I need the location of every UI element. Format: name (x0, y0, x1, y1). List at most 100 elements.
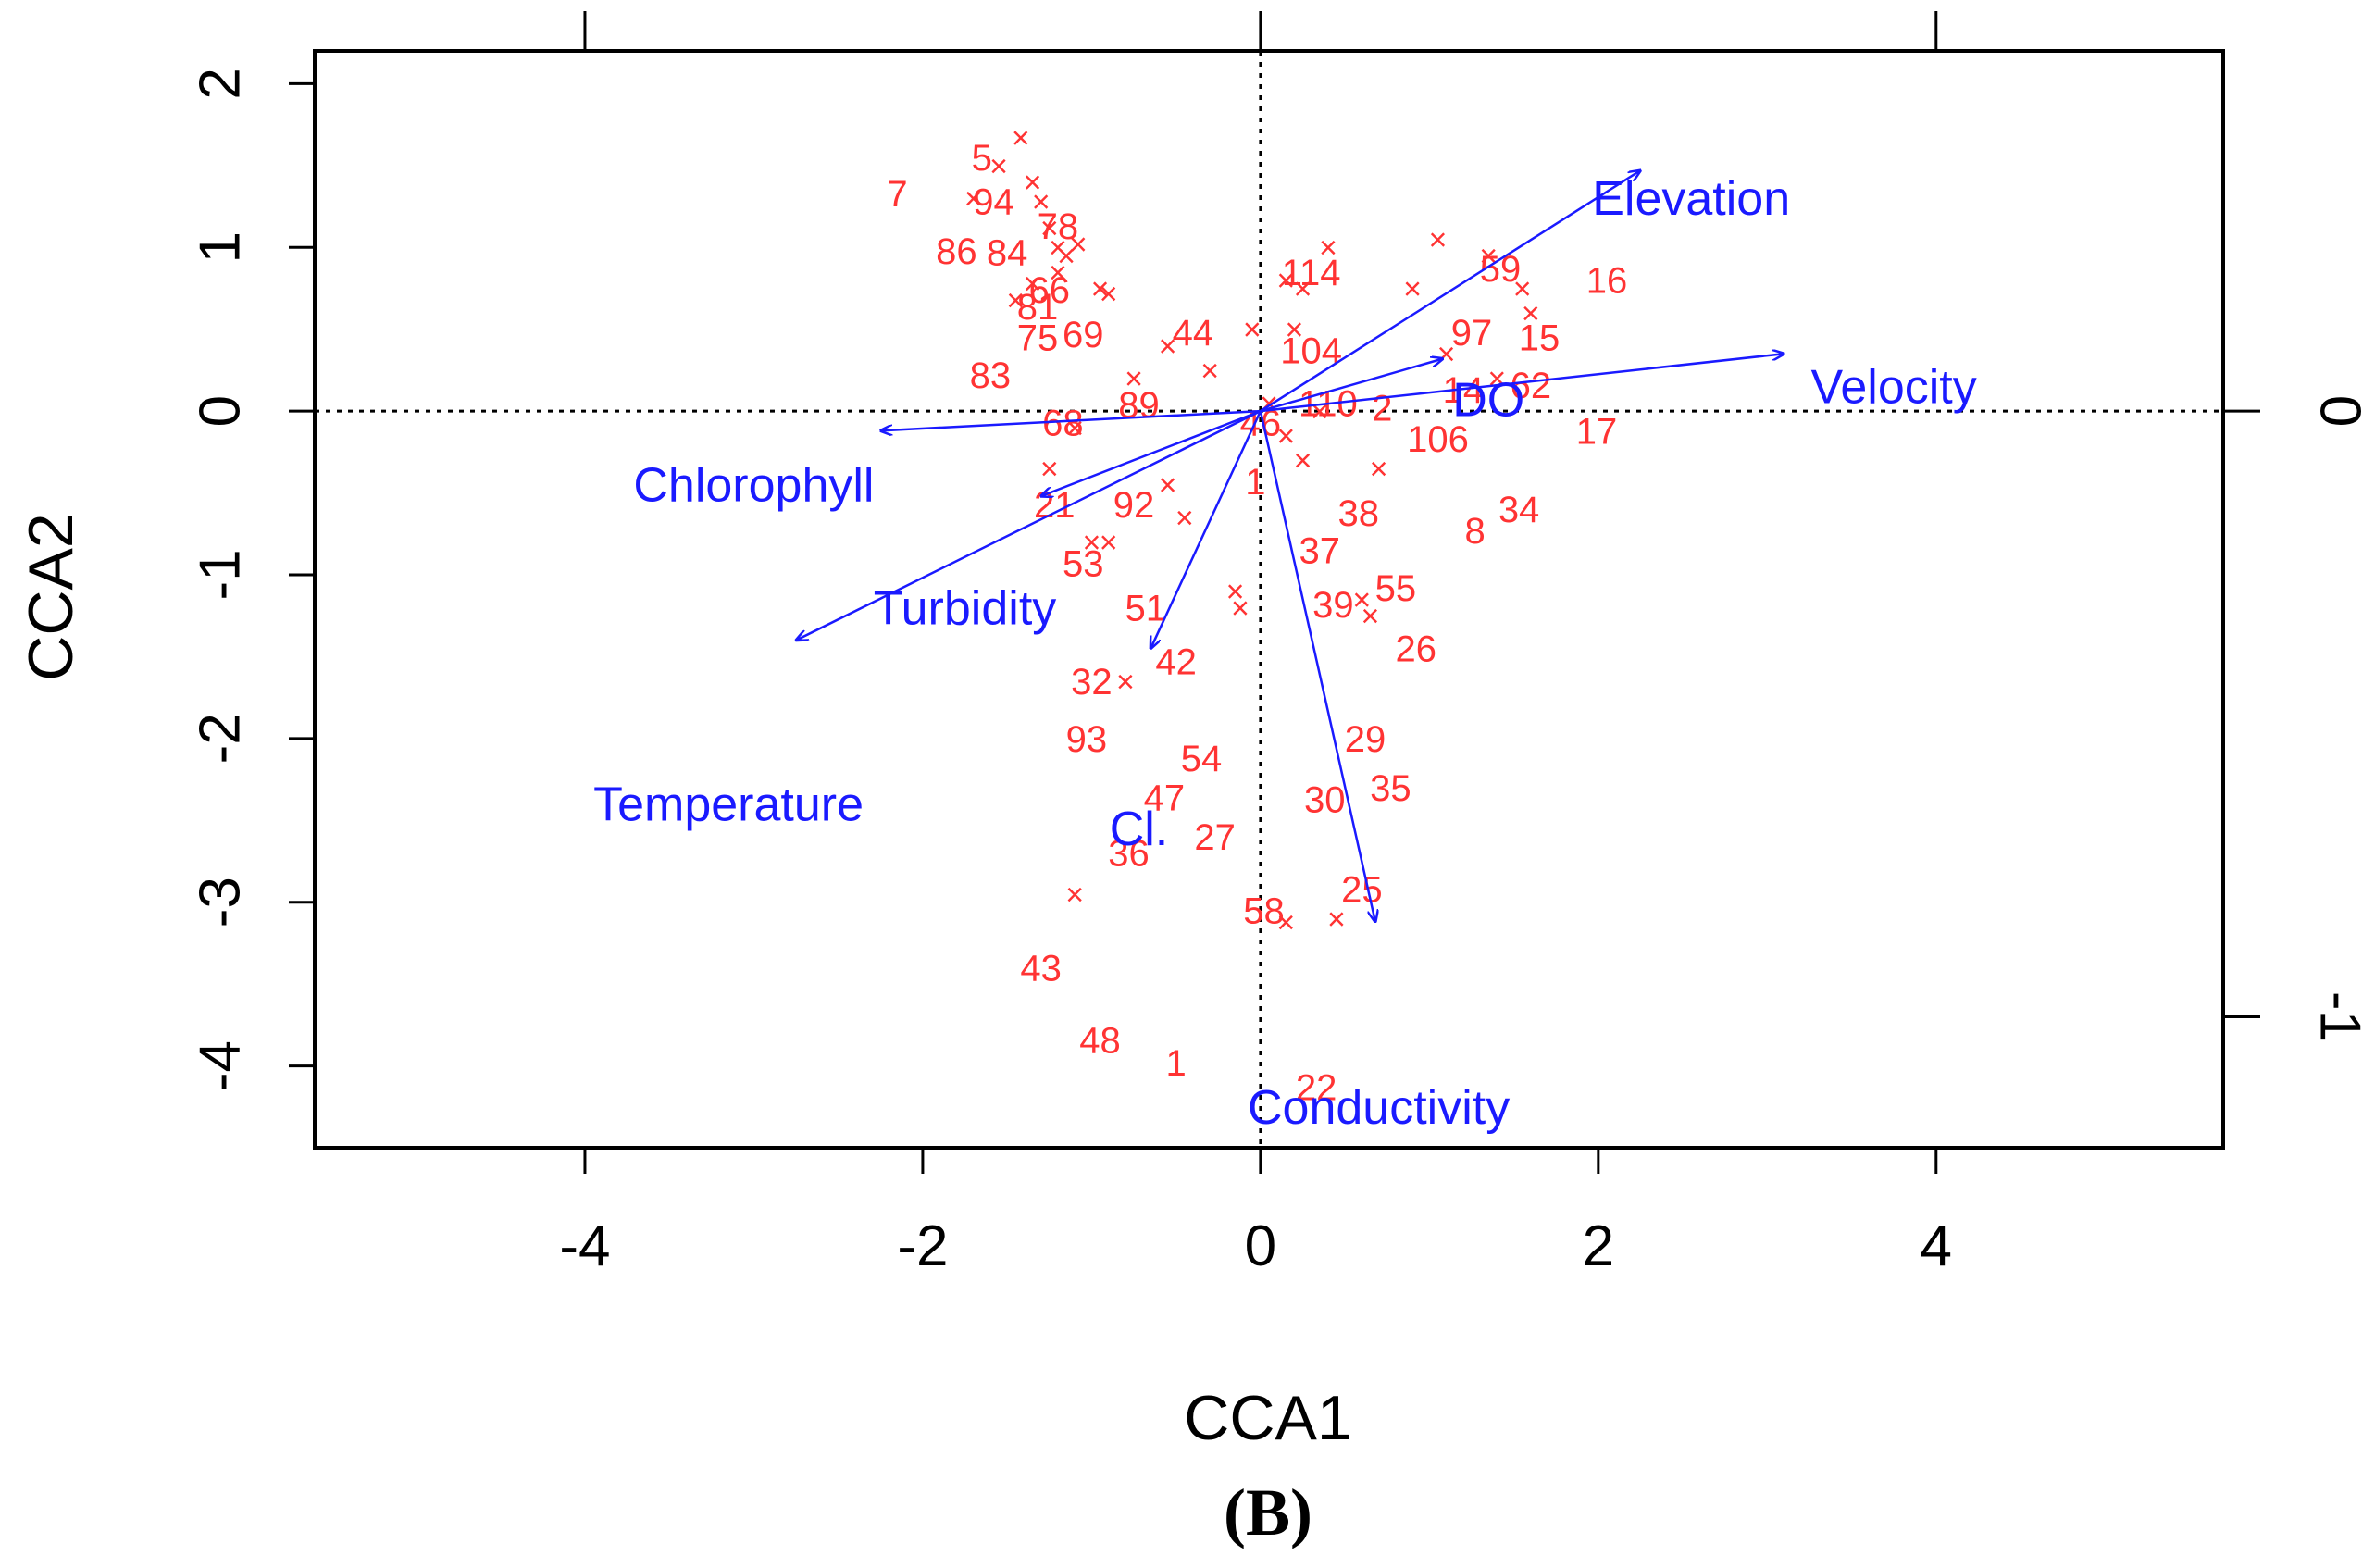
species-marker: × (1024, 267, 1042, 302)
right-tick-label: 0 (2308, 395, 2372, 427)
reference-lines-group (315, 51, 2223, 1148)
species-marker: × (964, 181, 983, 217)
species-marker: × (1276, 419, 1295, 454)
env-label-conductivity: Conductivity (1248, 1081, 1510, 1135)
species-marker: × (1294, 443, 1312, 479)
x-axis-title: CCA1 (1184, 1383, 1351, 1453)
species-marker: × (1362, 599, 1380, 634)
site-label-25: 25 (1341, 870, 1383, 911)
site-label-114: 114 (1282, 253, 1341, 293)
species-marker: × (1276, 905, 1295, 940)
right-tick-label: -1 (2308, 991, 2372, 1042)
y-axis-title: CCA2 (16, 513, 86, 680)
y-tick-label: 0 (189, 395, 253, 427)
env-label-velocity: Velocity (1811, 361, 1977, 415)
env-label-turbidity: Turbidity (874, 581, 1056, 635)
species-marker: × (1370, 452, 1388, 487)
site-label-36: 36 (1108, 834, 1150, 875)
species-marker: × (1091, 271, 1110, 306)
site-label-106: 106 (1407, 419, 1469, 460)
species-marker: × (1065, 877, 1084, 913)
site-label-66: 66 (1029, 270, 1071, 311)
species-marker: × (1479, 239, 1498, 274)
env-arrow-conductivity (1259, 410, 1375, 922)
site-label-7: 7 (887, 174, 907, 215)
species-marker: × (1040, 452, 1059, 487)
x-tick-label: 4 (1921, 1214, 1952, 1278)
species-marker: × (1100, 277, 1118, 312)
species-marker: × (1100, 526, 1118, 561)
site-label-39: 39 (1312, 585, 1354, 626)
species-marker: × (1116, 665, 1135, 700)
site-label-26: 26 (1396, 629, 1437, 670)
species-marker: × (1522, 296, 1540, 331)
site-label-1: 1 (1245, 462, 1265, 503)
y-tick-label: 1 (189, 231, 253, 263)
site-label-83: 83 (970, 355, 1012, 396)
site-label-32: 32 (1071, 662, 1113, 703)
site-label-55: 55 (1375, 568, 1417, 609)
species-marker: × (1006, 283, 1025, 318)
plot-frame-group (313, 49, 2225, 1150)
site-label-22: 22 (1296, 1068, 1337, 1109)
species-marker: × (989, 149, 1008, 184)
species-marker: × (1159, 329, 1177, 364)
site-label-97: 97 (1451, 313, 1493, 354)
site-label-68: 68 (1042, 403, 1084, 443)
x-tick-label: -4 (559, 1214, 610, 1278)
species-marker: × (1319, 230, 1337, 266)
site-label-5: 5 (972, 138, 992, 179)
site-label-75: 75 (1017, 318, 1059, 359)
species-marker: × (1032, 185, 1051, 220)
x-tick-label: 2 (1583, 1214, 1614, 1278)
site-label-62: 62 (1511, 366, 1552, 406)
site-label-69: 69 (1063, 315, 1104, 355)
site-label-59: 59 (1480, 249, 1522, 290)
species-marker: × (1082, 526, 1100, 561)
species-marker: × (1125, 362, 1143, 397)
site-label-35: 35 (1370, 768, 1411, 809)
species-marker: × (1024, 165, 1042, 200)
env-label-cl: Cl. (1110, 803, 1169, 856)
site-label-29: 29 (1345, 719, 1386, 760)
site-label-93: 93 (1066, 719, 1108, 760)
site-label-1: 1 (1166, 1043, 1187, 1084)
site-label-30: 30 (1304, 779, 1346, 820)
species-marker: × (1285, 313, 1303, 348)
site-label-15: 15 (1519, 318, 1561, 359)
env-arrow-do (1260, 359, 1443, 413)
site-label-44: 44 (1173, 313, 1214, 354)
species-marker: × (1276, 264, 1295, 299)
env-arrow-temperature (796, 409, 1262, 641)
species-marker: × (1057, 239, 1076, 274)
site-label-43: 43 (1020, 948, 1062, 989)
species-marker: × (1243, 313, 1262, 348)
site-label-89: 89 (1118, 385, 1160, 426)
site-label-94: 94 (973, 182, 1014, 223)
species-marker: × (1200, 354, 1219, 389)
site-label-51: 51 (1125, 588, 1167, 628)
species-marker: × (1260, 386, 1278, 421)
species-marker: × (1049, 230, 1067, 266)
species-marker: × (1159, 468, 1177, 504)
site-label-8: 8 (1464, 511, 1485, 552)
species-marker: × (1231, 591, 1250, 626)
site-label-54: 54 (1181, 739, 1223, 779)
site-label-37: 37 (1299, 530, 1340, 571)
site-label-38: 38 (1337, 493, 1379, 534)
y-tick-label: -4 (189, 1040, 253, 1091)
site-label-92: 92 (1113, 485, 1155, 526)
species-marker: × (1012, 121, 1030, 156)
env-vectors-group: Elevation Velocity DO Chlorophyll Turbidity T… (593, 170, 1977, 1135)
env-arrow-cl (1150, 410, 1262, 648)
y-tick-label: -1 (189, 549, 253, 600)
env-arrow-elevation (1260, 170, 1641, 413)
species-marker: × (1429, 222, 1448, 257)
y-tick-label: -2 (189, 713, 253, 764)
plot-frame (313, 49, 2225, 1150)
env-arrow-velocity (1260, 354, 1784, 413)
species-marker: × (1226, 575, 1245, 610)
env-label-do: DO (1452, 374, 1524, 428)
